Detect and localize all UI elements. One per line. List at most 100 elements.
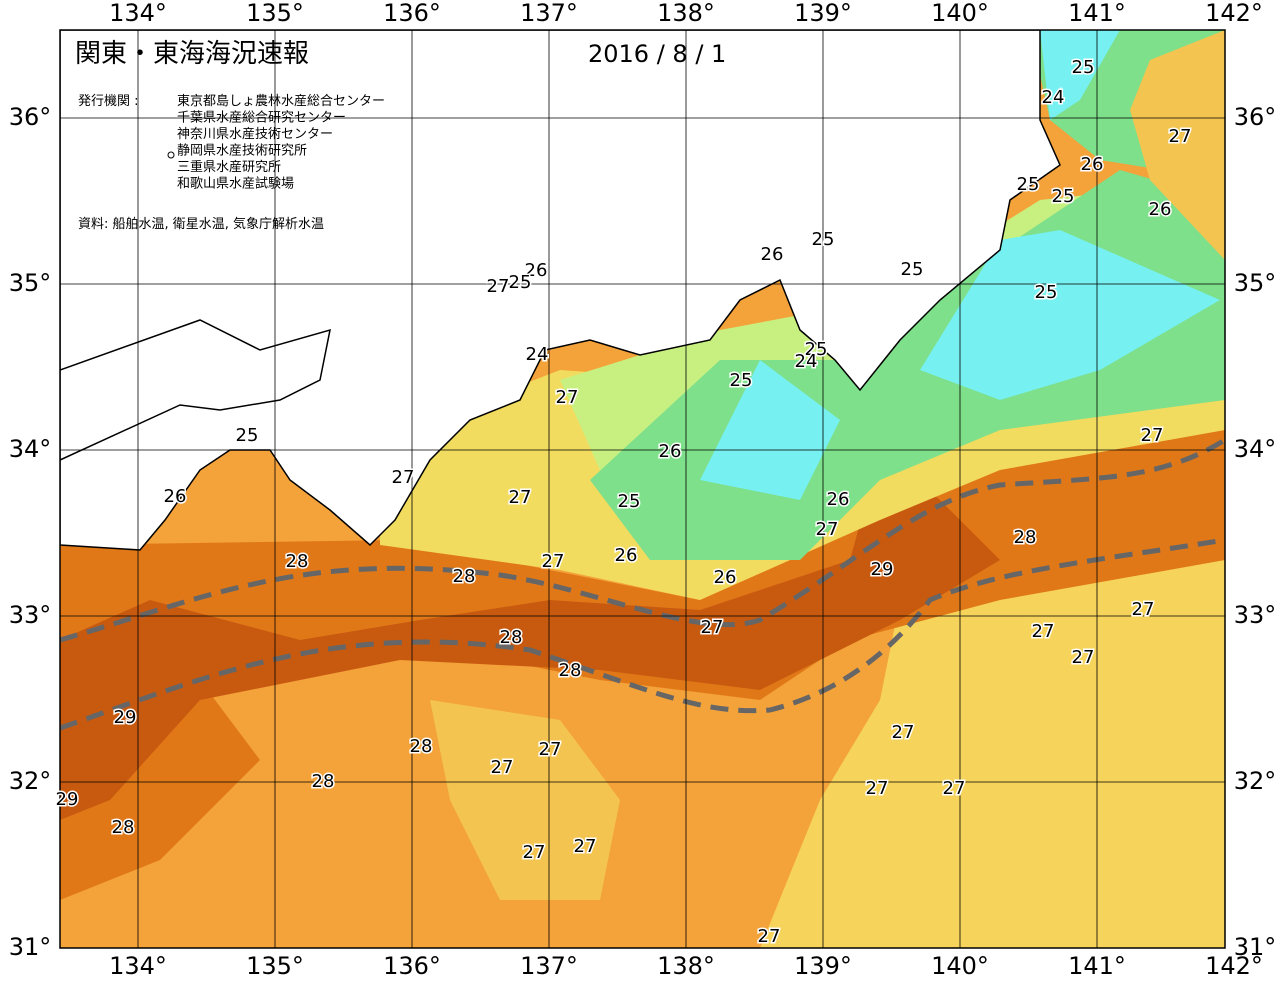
- publisher: 三重県水産研究所: [177, 159, 281, 175]
- contour-label: 28: [1014, 527, 1037, 548]
- publishers-label: 発行機関 :: [78, 94, 139, 109]
- contour-label: 28: [286, 551, 309, 572]
- contour-label: 24: [1042, 87, 1065, 108]
- longitude-label: 134°: [109, 952, 167, 980]
- contour-label: 29: [871, 559, 894, 580]
- contour-label: 27: [392, 467, 415, 488]
- date: 2016 / 8 / 1: [588, 40, 726, 68]
- contour-label: 27: [509, 487, 532, 508]
- contour-label: 27: [866, 778, 889, 799]
- latitude-label: 35°: [1234, 269, 1277, 297]
- publisher: 和歌山県水産試験場: [177, 176, 294, 192]
- contour-label: 26: [659, 441, 682, 462]
- contour-label: 25: [805, 339, 828, 360]
- latitude-label: 31°: [9, 933, 52, 961]
- latitude-label: 36°: [1234, 103, 1277, 131]
- source: 資料: 船舶水温, 衛星水温, 気象庁解析水温: [78, 216, 324, 232]
- contour-label: 28: [453, 566, 476, 587]
- marker: [167, 151, 175, 159]
- contour-label: 28: [112, 817, 135, 838]
- longitude-label: 139°: [794, 952, 852, 980]
- contour-label: 28: [500, 627, 523, 648]
- contour-label: 26: [761, 244, 784, 265]
- longitude-label: 135°: [246, 0, 304, 27]
- map-frame: [59, 29, 1226, 949]
- contour-label: 24: [795, 351, 818, 372]
- contour-label: 27: [556, 387, 579, 408]
- contour-label: 27: [1141, 425, 1164, 446]
- contour-label: 27: [943, 778, 966, 799]
- contour-label: 25: [618, 491, 641, 512]
- contour-label: 27: [701, 617, 724, 638]
- contour-label: 27: [1132, 599, 1155, 620]
- longitude-label: 142°: [1205, 0, 1263, 27]
- contour-label: 28: [312, 771, 335, 792]
- contour-label: 27: [1169, 126, 1192, 147]
- publisher: 神奈川県水産技術センター: [177, 126, 333, 142]
- contour-label: 25: [1017, 174, 1040, 195]
- latitude-label: 36°: [9, 103, 52, 131]
- longitude-label: 140°: [931, 952, 989, 980]
- contour-label: 25: [236, 425, 259, 446]
- contour-label: 26: [827, 489, 850, 510]
- contour-label: 28: [410, 736, 433, 757]
- contour-label: 28: [559, 660, 582, 681]
- contour-label: 26: [1149, 199, 1172, 220]
- contour-label: 27: [816, 519, 839, 540]
- contour-label: 29: [56, 789, 79, 810]
- longitude-label: 136°: [383, 0, 441, 27]
- land: [60, 319, 331, 461]
- contour-label: 25: [509, 272, 532, 293]
- longitude-label: 136°: [383, 952, 441, 980]
- latitude-label: 32°: [9, 767, 52, 795]
- longitude-label: 141°: [1068, 0, 1126, 27]
- contour-label: 25: [1052, 186, 1075, 207]
- publisher: 東京都島しょ農林水産総合センター: [177, 93, 385, 109]
- longitude-label: 139°: [794, 0, 852, 27]
- kuroshio-axis: [60, 437, 1225, 643]
- contour-label: 26: [714, 567, 737, 588]
- contour-label: 27: [523, 842, 546, 863]
- contour-label: 25: [1035, 282, 1058, 303]
- longitude-label: 141°: [1068, 952, 1126, 980]
- contour-label: 26: [1081, 154, 1104, 175]
- contour-label: 27: [539, 739, 562, 760]
- longitude-label: 138°: [657, 0, 715, 27]
- contour-label: 25: [901, 259, 924, 280]
- sst-field: [60, 30, 1225, 948]
- longitude-label: 135°: [246, 952, 304, 980]
- publisher: 千葉県水産総合研究センター: [177, 110, 346, 126]
- contour-label: 27: [574, 836, 597, 857]
- contour-label: 29: [114, 707, 137, 728]
- latitude-label: 32°: [1234, 767, 1277, 795]
- kuroshio-axis: [60, 537, 1225, 731]
- contour-label: 25: [730, 370, 753, 391]
- longitude-label: 137°: [520, 0, 578, 27]
- latitude-label: 33°: [9, 601, 52, 629]
- latitude-label: 34°: [9, 435, 52, 463]
- contour-label: 24: [526, 344, 549, 365]
- contour-label: 27: [1072, 647, 1095, 668]
- publisher: 静岡県水産技術研究所: [177, 143, 307, 159]
- contour-label: 27: [1032, 621, 1055, 642]
- contour-label: 26: [615, 545, 638, 566]
- publishers: 東京都島しょ農林水産総合センター千葉県水産総合研究センター神奈川県水産技術センタ…: [177, 93, 385, 192]
- contour-label: 26: [525, 260, 548, 281]
- contour-label: 27: [758, 926, 781, 947]
- contour-label: 27: [487, 276, 510, 297]
- longitude-label: 142°: [1205, 952, 1263, 980]
- latitude-label: 34°: [1234, 435, 1277, 463]
- longitude-label: 134°: [109, 0, 167, 27]
- contour-label: 27: [892, 722, 915, 743]
- latitude-label: 33°: [1234, 601, 1277, 629]
- title: 関東・東海海況速報: [75, 39, 309, 69]
- contour-label: 27: [542, 551, 565, 572]
- contour-label: 25: [812, 229, 835, 250]
- latitude-label: 31°: [1234, 933, 1277, 961]
- longitude-label: 140°: [931, 0, 989, 27]
- longitude-label: 138°: [657, 952, 715, 980]
- latitude-label: 35°: [9, 269, 52, 297]
- contour-label: 26: [164, 486, 187, 507]
